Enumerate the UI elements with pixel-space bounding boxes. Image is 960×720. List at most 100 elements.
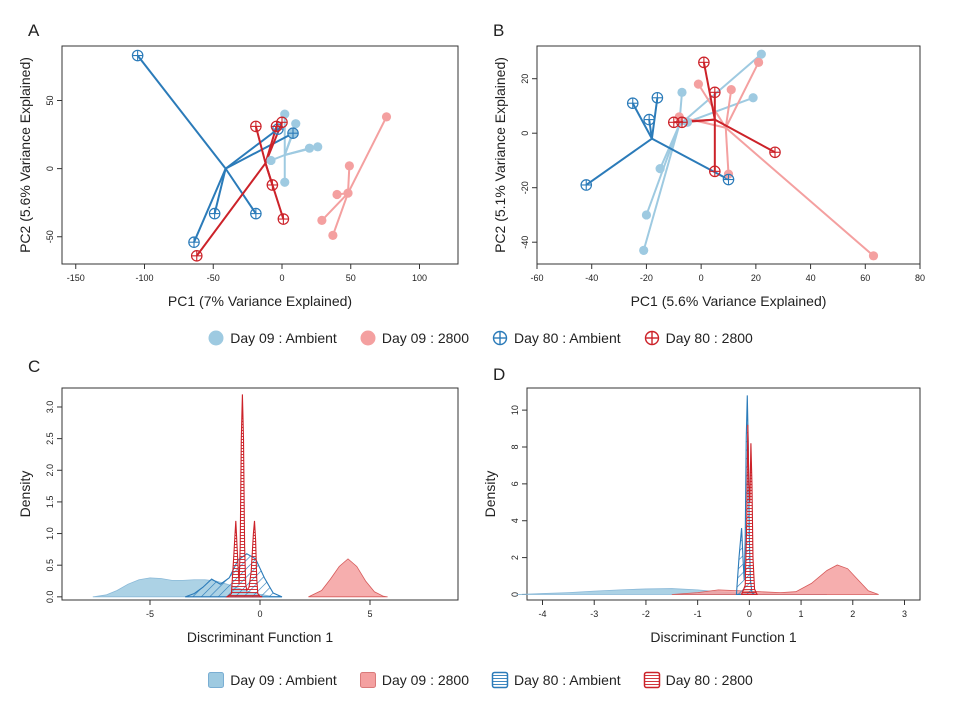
crossed-circle-icon	[492, 330, 508, 346]
x-tick-label: 60	[860, 273, 870, 283]
density-area	[740, 424, 758, 596]
data-point	[332, 189, 342, 200]
data-point	[643, 113, 655, 126]
data-point	[709, 165, 721, 178]
legend-label: Day 09 : 2800	[381, 330, 469, 346]
density-area	[671, 564, 879, 595]
data-point	[304, 143, 315, 153]
x-tick-label: 0	[257, 609, 262, 619]
y-tick-label: 50	[45, 95, 55, 105]
spider-line	[724, 127, 730, 175]
panel-a-pca-plot: -150 -100 -50 0 50 100 -50 0 50 PC1 (7% Variance …	[17, 45, 459, 309]
density-area	[225, 394, 263, 598]
data-point	[317, 215, 327, 225]
legend-item-day80-ambient: Day 80 : Ambient	[491, 329, 621, 347]
data-point	[250, 120, 262, 133]
y-tick-label: 0.0	[45, 591, 55, 604]
y-tick-label: 3.0	[45, 401, 55, 414]
y-tick-label: -50	[45, 230, 55, 243]
x-tick-label: -100	[135, 273, 153, 283]
x-tick-label: 40	[806, 273, 816, 283]
crossed-circle-icon	[644, 330, 659, 346]
density-area	[308, 558, 388, 598]
spider-line	[264, 162, 274, 186]
x-tick-label: 0	[699, 273, 704, 283]
y-tick-label: 8	[510, 444, 520, 449]
x-tick-label: 0	[279, 273, 284, 283]
data-point	[722, 173, 735, 186]
y-tick-label: 0	[520, 131, 530, 136]
x-axis-label: Discriminant Function 1	[650, 629, 796, 645]
spider-line	[225, 132, 294, 170]
data-point	[250, 207, 262, 220]
legend-item-day09-ambient: Day 09 : Ambient	[207, 329, 337, 347]
plot-frame	[536, 45, 921, 265]
x-tick-label: 3	[902, 609, 907, 619]
data-point	[291, 119, 301, 129]
x-tick-label: 2	[850, 609, 855, 619]
panel-label-d: D	[493, 365, 505, 384]
y-axis-label: Density	[17, 471, 33, 518]
data-point	[693, 79, 704, 89]
x-tick-label: -60	[530, 273, 543, 283]
filled-circle-icon	[208, 330, 224, 346]
spider-line	[136, 54, 227, 170]
spider-line	[651, 137, 729, 181]
filled-square-icon	[359, 672, 376, 688]
spider-line	[321, 192, 349, 222]
data-point	[753, 57, 764, 67]
data-point	[276, 116, 288, 129]
data-point	[698, 56, 710, 69]
spider-line	[224, 168, 257, 215]
plot-frame	[526, 387, 921, 601]
filled-circle-icon	[360, 330, 376, 346]
legend-label: Day 09 : Ambient	[230, 330, 337, 346]
x-tick-label: -2	[642, 609, 650, 619]
y-tick-label: 2.5	[45, 432, 55, 445]
x-axis-label: PC1 (7% Variance Explained)	[168, 293, 352, 309]
x-tick-label: 80	[915, 273, 925, 283]
data-point	[677, 87, 687, 97]
data-point	[208, 207, 221, 220]
data-point	[287, 127, 299, 139]
x-tick-label: -5	[146, 609, 154, 619]
y-tick-label: -20	[520, 181, 530, 194]
x-tick-label: -50	[207, 273, 220, 283]
legend-item-day80-2800: Day 80 : 2800	[643, 671, 753, 689]
y-tick-label: 0	[45, 166, 55, 171]
x-tick-label: 0	[747, 609, 752, 619]
x-tick-label: 100	[412, 273, 427, 283]
panel-d-density-plot: -4 -3 -2 -1 0 1 2 3 0 2 4 6 8 10 Discriminant Function…	[482, 387, 921, 645]
spider-line	[724, 61, 760, 129]
y-tick-label: 0	[510, 592, 520, 597]
spider-line	[254, 126, 267, 164]
y-tick-label: -40	[520, 236, 530, 249]
data-point	[280, 177, 290, 187]
x-axis-label: Discriminant Function 1	[187, 629, 333, 645]
legend-label: Day 80 : 2800	[665, 672, 753, 688]
y-axis-label: Density	[482, 471, 498, 518]
x-tick-label: -3	[590, 609, 598, 619]
data-point	[188, 236, 200, 248]
panel-label-b: B	[493, 21, 504, 40]
data-point	[641, 210, 652, 220]
data-point	[344, 161, 354, 171]
x-tick-label: -20	[640, 273, 653, 283]
data-point	[667, 116, 680, 129]
y-tick-label: 1.0	[45, 527, 55, 540]
legend-label: Day 80 : Ambient	[514, 672, 621, 688]
legend-label: Day 09 : Ambient	[230, 672, 337, 688]
data-point	[343, 188, 353, 198]
data-point	[748, 93, 758, 103]
data-point	[769, 146, 781, 159]
legend-top: Day 09 : Ambient Day 09 : 2800 Day 80 : …	[0, 329, 960, 347]
spider-line	[678, 53, 762, 126]
data-point	[381, 112, 392, 122]
data-point	[868, 251, 879, 261]
hatched-square-icon	[643, 671, 660, 689]
panel-b-pca-plot: -60 -40 -20 0 20 40 60 80 -40 -20 0 20 PC1 (5.6% Var…	[492, 45, 925, 309]
data-point	[651, 91, 664, 104]
x-tick-label: -1	[694, 609, 702, 619]
spider-line	[347, 116, 388, 194]
